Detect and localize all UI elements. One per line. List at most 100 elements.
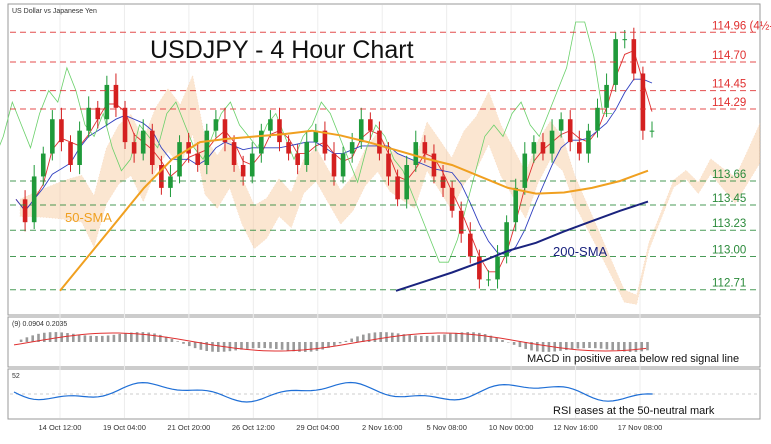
macd-bar bbox=[443, 334, 446, 342]
macd-bar bbox=[333, 342, 336, 346]
candle-body bbox=[386, 154, 391, 177]
macd-bar bbox=[640, 342, 643, 351]
level-label: 113.00 bbox=[712, 245, 746, 257]
candle-body bbox=[395, 176, 400, 199]
candle-body bbox=[350, 142, 355, 153]
macd-bar bbox=[66, 333, 69, 342]
candle-body bbox=[404, 165, 409, 199]
macd-bar bbox=[287, 342, 290, 351]
macd-bar bbox=[310, 342, 313, 352]
macd-bar bbox=[292, 342, 295, 351]
macd-bar bbox=[101, 336, 104, 342]
candle-body bbox=[595, 108, 600, 131]
macd-bar bbox=[594, 342, 597, 348]
level-label: 114.29 bbox=[712, 97, 746, 109]
macd-bar bbox=[519, 342, 522, 347]
macd-bar bbox=[118, 334, 121, 342]
x-tick-label: 19 Oct 04:00 bbox=[103, 423, 146, 432]
candle-body bbox=[486, 279, 491, 280]
candle-body bbox=[141, 131, 146, 154]
macd-bar bbox=[258, 342, 261, 348]
macd-bar bbox=[316, 342, 319, 351]
macd-bar bbox=[20, 340, 23, 342]
x-tick-label: 14 Oct 12:00 bbox=[39, 423, 82, 432]
macd-bar bbox=[577, 342, 580, 349]
candle-body bbox=[177, 142, 182, 176]
macd-bar bbox=[142, 332, 145, 342]
macd-bar bbox=[182, 342, 185, 344]
candle-body bbox=[604, 85, 609, 108]
candle-body bbox=[468, 234, 473, 257]
candle-body bbox=[577, 142, 582, 153]
candle-body bbox=[32, 176, 37, 222]
macd-bar bbox=[84, 335, 87, 342]
rsi-note: RSI eases at the 50-neutral mark bbox=[553, 405, 715, 417]
level-label: 112.71 bbox=[712, 278, 746, 290]
macd-bar bbox=[374, 332, 377, 342]
candle-body bbox=[368, 119, 373, 130]
candle-body bbox=[132, 142, 137, 153]
candle-body bbox=[323, 131, 328, 154]
x-tick-label: 2 Nov 16:00 bbox=[362, 423, 402, 432]
macd-bar bbox=[356, 336, 359, 342]
candle-body bbox=[632, 39, 637, 73]
macd-bar bbox=[588, 342, 591, 348]
macd-bar bbox=[635, 342, 638, 352]
candle-body bbox=[586, 131, 591, 154]
macd-bar bbox=[147, 333, 150, 342]
candle-body bbox=[214, 119, 219, 130]
level-label: 114.96 (4½-year high) bbox=[712, 20, 771, 32]
macd-bar bbox=[339, 342, 342, 343]
candle-body bbox=[150, 131, 155, 165]
macd-bar bbox=[379, 332, 382, 342]
macd-bar bbox=[606, 342, 609, 349]
macd-bar bbox=[229, 342, 232, 351]
x-tick-label: 26 Oct 12:00 bbox=[232, 423, 275, 432]
rsi-params: 52 bbox=[12, 373, 20, 380]
sma200-label: 200-SMA bbox=[553, 244, 608, 259]
macd-bar bbox=[432, 336, 435, 342]
candle-body bbox=[77, 131, 82, 165]
macd-bar bbox=[426, 336, 429, 342]
macd-bar bbox=[153, 333, 156, 342]
macd-bar bbox=[559, 342, 562, 351]
macd-bar bbox=[408, 335, 411, 342]
candle-body bbox=[205, 131, 210, 165]
x-tick-label: 17 Nov 08:00 bbox=[618, 423, 663, 432]
macd-params: (9) 0.0904 0.2035 bbox=[12, 321, 67, 328]
candle-body bbox=[559, 119, 564, 130]
candle-body bbox=[114, 85, 119, 108]
macd-bar bbox=[78, 335, 81, 342]
macd-note: MACD in positive area below red signal l… bbox=[527, 353, 739, 365]
macd-bar bbox=[269, 342, 272, 348]
macd-bar bbox=[536, 342, 539, 351]
candle-body bbox=[359, 119, 364, 142]
macd-bar bbox=[95, 336, 98, 342]
macd-bar bbox=[542, 342, 545, 352]
candle-body bbox=[341, 154, 346, 177]
macd-bar bbox=[646, 342, 649, 350]
macd-bar bbox=[350, 339, 353, 342]
candle-body bbox=[168, 176, 173, 187]
macd-bar bbox=[194, 342, 197, 348]
macd-bar bbox=[31, 335, 34, 342]
candle-body bbox=[241, 165, 246, 176]
level-label: 113.45 bbox=[712, 193, 746, 205]
macd-bar bbox=[252, 342, 255, 348]
macd-bar bbox=[124, 333, 127, 342]
macd-bar bbox=[217, 342, 220, 352]
candle-body bbox=[432, 154, 437, 177]
candle-body bbox=[195, 154, 200, 165]
macd-bar bbox=[600, 342, 603, 349]
level-label: 114.45 bbox=[712, 79, 746, 91]
macd-bar bbox=[263, 342, 266, 348]
macd-bar bbox=[472, 332, 475, 342]
x-tick-label: 29 Oct 04:00 bbox=[296, 423, 339, 432]
candle-body bbox=[495, 257, 500, 280]
candle-body bbox=[123, 108, 128, 142]
candle-body bbox=[86, 108, 91, 131]
candle-body bbox=[268, 119, 273, 130]
candle-body bbox=[423, 142, 428, 153]
candle-body bbox=[332, 154, 337, 177]
